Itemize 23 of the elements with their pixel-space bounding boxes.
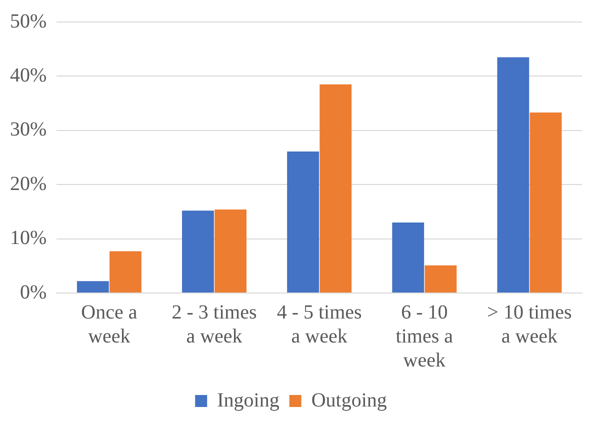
y-tick-label: 10%: [10, 227, 47, 250]
x-tick-label: 6 - 10 times a week: [396, 301, 454, 372]
y-tick-label: 0%: [20, 281, 47, 304]
x-tick-label: 4 - 5 times a week: [276, 301, 362, 348]
bar: [287, 152, 320, 292]
bar: [530, 112, 562, 292]
y-tick-label: 20%: [10, 172, 47, 195]
bar: [110, 251, 142, 292]
bar: [424, 265, 457, 292]
bar: [76, 281, 109, 292]
x-tick-label: > 10 times a week: [487, 301, 572, 348]
bar: [214, 210, 247, 292]
legend-label: Ingoing: [217, 389, 280, 412]
y-tick-label: 40%: [10, 64, 47, 86]
bar: [182, 210, 214, 292]
y-tick-label: 30%: [10, 118, 47, 141]
bar: [320, 84, 352, 292]
legend-label: Outgoing: [311, 389, 387, 412]
x-tick-label: Once a week: [81, 301, 138, 348]
bar: [497, 57, 530, 292]
x-tick-label: 2 - 3 times a week: [172, 301, 257, 348]
bar: [392, 222, 424, 292]
y-tick-label: 50%: [10, 10, 47, 32]
